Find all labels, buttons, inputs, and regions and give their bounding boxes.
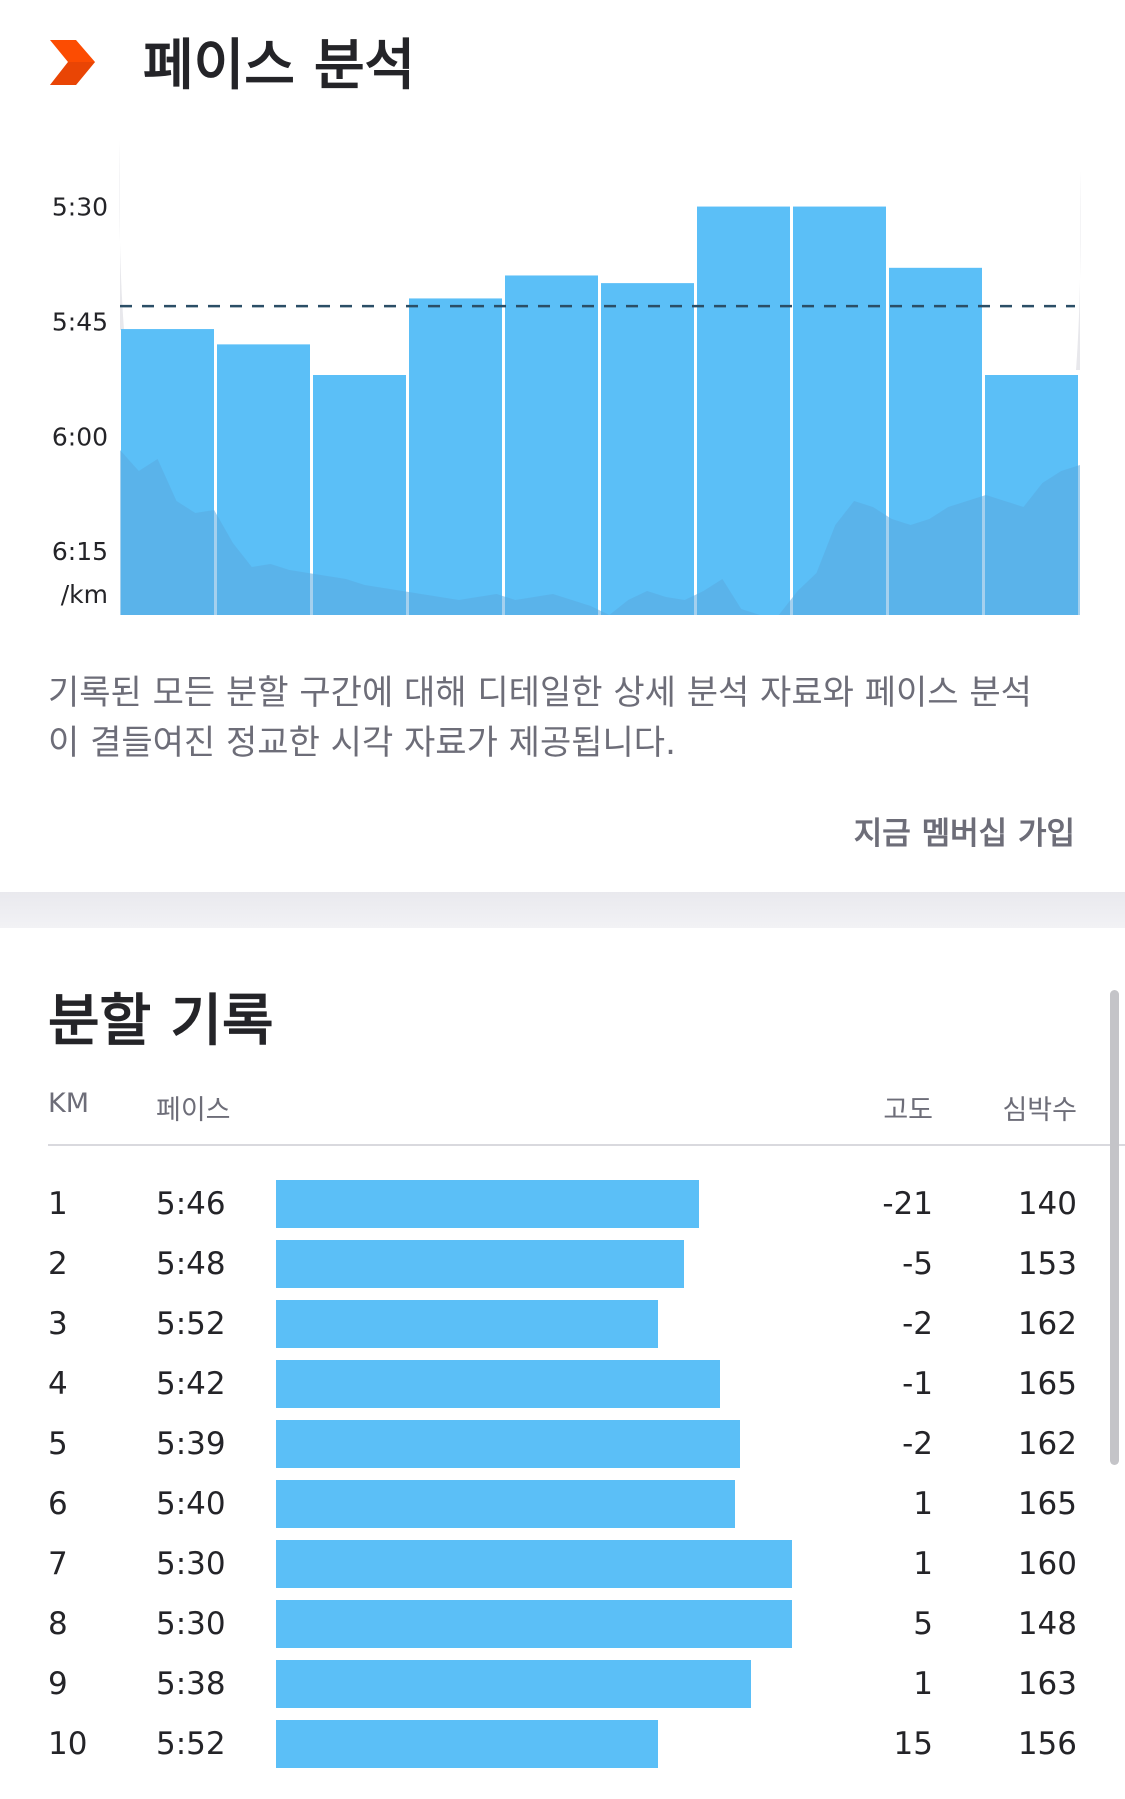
split-row: 10 5:52 15 156 [0, 1720, 1125, 1768]
column-header-heart-rate: 심박수 [1002, 1095, 1077, 1126]
split-km: 7 [48, 1546, 68, 1582]
split-heart-rate: 156 [1017, 1726, 1077, 1762]
header-divider [48, 1144, 1125, 1146]
pace-description: 기록된 모든 분할 구간에 대해 디테일한 상세 분석 자료와 페이스 분석이 … [48, 673, 1032, 763]
split-pace: 5:39 [156, 1426, 226, 1462]
split-pace-bar [276, 1720, 658, 1768]
pace-bar [505, 275, 598, 615]
column-header-elevation: 고도 [883, 1095, 933, 1126]
split-elevation: 5 [913, 1606, 933, 1642]
split-km: 6 [48, 1486, 68, 1522]
y-tick-label: 5:30 [52, 193, 108, 222]
split-pace-bar [276, 1360, 720, 1408]
split-elevation: -1 [902, 1366, 933, 1402]
section-divider [0, 892, 1125, 928]
split-km: 3 [48, 1306, 68, 1342]
splits-section: 분할 기록 KM 페이스 고도 심박수 1 5:46 -21 140 2 5:48 -5 15… [0, 928, 1125, 1799]
chevron-right-icon [50, 40, 95, 85]
split-row: 8 5:30 5 148 [0, 1600, 1125, 1648]
split-pace: 5:30 [156, 1606, 226, 1642]
pace-bar [601, 283, 694, 615]
split-heart-rate: 165 [1017, 1486, 1077, 1522]
split-pace: 5:40 [156, 1486, 226, 1522]
split-pace: 5:30 [156, 1546, 226, 1582]
column-header-km: KM [48, 1088, 90, 1119]
split-km: 4 [48, 1366, 68, 1402]
y-tick-label: 6:00 [52, 422, 108, 451]
elevation-area-path [120, 450, 1080, 615]
split-elevation: 1 [913, 1546, 933, 1582]
split-row: 9 5:38 1 163 [0, 1660, 1125, 1708]
split-row: 1 5:46 -21 140 [0, 1180, 1125, 1228]
split-pace: 5:42 [156, 1366, 226, 1402]
split-row: 3 5:52 -2 162 [0, 1300, 1125, 1348]
split-row: 5 5:39 -2 162 [0, 1420, 1125, 1468]
y-tick-label: 5:45 [52, 307, 108, 336]
split-row: 2 5:48 -5 153 [0, 1240, 1125, 1288]
split-elevation: -5 [902, 1246, 933, 1282]
split-pace: 5:52 [156, 1306, 226, 1342]
split-pace-bar [276, 1660, 751, 1708]
scrollbar[interactable] [1110, 990, 1119, 1465]
split-pace: 5:46 [156, 1186, 226, 1222]
split-heart-rate: 140 [1017, 1186, 1077, 1222]
split-heart-rate: 148 [1017, 1606, 1077, 1642]
pace-bar [409, 298, 502, 615]
elevation-area [120, 450, 1080, 615]
split-km: 5 [48, 1426, 68, 1462]
split-pace-bar [276, 1600, 792, 1648]
split-heart-rate: 160 [1017, 1546, 1077, 1582]
split-row: 6 5:40 1 165 [0, 1480, 1125, 1528]
split-pace-bar [276, 1300, 658, 1348]
split-km: 10 [48, 1726, 88, 1762]
split-pace-bar [276, 1180, 699, 1228]
split-elevation: -21 [882, 1186, 933, 1222]
split-pace-bar [276, 1420, 740, 1468]
split-heart-rate: 162 [1017, 1426, 1077, 1462]
y-tick-label: 6:15 [52, 537, 108, 566]
split-heart-rate: 153 [1017, 1246, 1077, 1282]
y-unit-label: /km [61, 580, 108, 609]
pace-y-axis: 5:30 5:45 6:00 6:15/km [52, 140, 1081, 609]
split-pace-bar [276, 1480, 735, 1528]
split-pace: 5:52 [156, 1726, 226, 1762]
split-elevation: -2 [902, 1426, 933, 1462]
splits-title: 분할 기록 [48, 989, 274, 1054]
split-elevation: 1 [913, 1666, 933, 1702]
split-elevation: 15 [893, 1726, 933, 1762]
split-km: 2 [48, 1246, 68, 1282]
pace-bar [697, 206, 790, 615]
split-elevation: 1 [913, 1486, 933, 1522]
column-header-pace: 페이스 [156, 1095, 231, 1126]
split-elevation: -2 [902, 1306, 933, 1342]
split-pace: 5:38 [156, 1666, 226, 1702]
join-membership-link[interactable]: 지금 멤버십 가입 [853, 816, 1075, 852]
pace-bar [313, 375, 406, 615]
split-heart-rate: 165 [1017, 1366, 1077, 1402]
split-row: 7 5:30 1 160 [0, 1540, 1125, 1588]
chart-edge-shade [119, 140, 124, 330]
split-km: 9 [48, 1666, 68, 1702]
page-title: 페이스 분석 [143, 33, 416, 97]
split-heart-rate: 162 [1017, 1306, 1077, 1342]
split-row: 4 5:42 -1 165 [0, 1360, 1125, 1408]
split-pace-bar [276, 1540, 792, 1588]
split-pace: 5:48 [156, 1246, 226, 1282]
split-pace-bar [276, 1240, 684, 1288]
split-heart-rate: 163 [1017, 1666, 1077, 1702]
chart-edge-shade [1076, 170, 1081, 370]
pace-chart: 5:30 5:45 6:00 6:15/km [52, 140, 1081, 615]
split-km: 8 [48, 1606, 68, 1642]
pace-analysis-section: 페이스 분석 5:30 5:45 6:00 6:15/km 기록된 모든 분할 구간에… [0, 0, 1125, 892]
split-km: 1 [48, 1186, 68, 1222]
